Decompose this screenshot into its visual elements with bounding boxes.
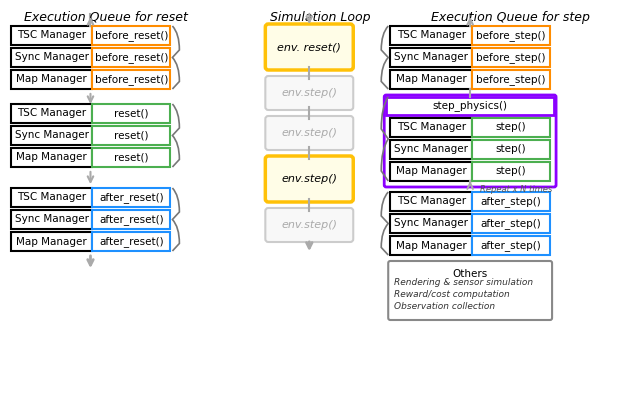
Text: before_reset(): before_reset() bbox=[95, 30, 168, 41]
FancyBboxPatch shape bbox=[390, 118, 472, 137]
FancyBboxPatch shape bbox=[10, 26, 93, 45]
Text: before_reset(): before_reset() bbox=[95, 74, 168, 85]
FancyBboxPatch shape bbox=[10, 188, 93, 207]
FancyBboxPatch shape bbox=[390, 48, 472, 67]
FancyBboxPatch shape bbox=[93, 210, 170, 229]
Text: before_step(): before_step() bbox=[476, 30, 546, 41]
Text: reset(): reset() bbox=[114, 130, 148, 140]
FancyBboxPatch shape bbox=[472, 192, 550, 211]
FancyBboxPatch shape bbox=[390, 236, 472, 255]
Text: Rendering & sensor simulation: Rendering & sensor simulation bbox=[394, 278, 533, 287]
Text: TSC Manager: TSC Manager bbox=[397, 197, 466, 207]
Text: Sync Manager: Sync Manager bbox=[394, 218, 468, 228]
Text: TSC Manager: TSC Manager bbox=[397, 31, 466, 41]
FancyBboxPatch shape bbox=[10, 210, 93, 229]
FancyBboxPatch shape bbox=[266, 116, 353, 150]
Text: Simulation Loop: Simulation Loop bbox=[270, 11, 371, 24]
FancyBboxPatch shape bbox=[472, 162, 550, 181]
Text: Map Manager: Map Manager bbox=[16, 153, 87, 163]
Text: TSC Manager: TSC Manager bbox=[17, 109, 86, 119]
FancyBboxPatch shape bbox=[266, 208, 353, 242]
FancyBboxPatch shape bbox=[472, 118, 550, 137]
FancyBboxPatch shape bbox=[10, 232, 93, 251]
FancyBboxPatch shape bbox=[388, 261, 552, 320]
Text: after_step(): after_step() bbox=[481, 218, 541, 229]
FancyBboxPatch shape bbox=[266, 156, 353, 202]
FancyBboxPatch shape bbox=[472, 140, 550, 159]
Text: TSC Manager: TSC Manager bbox=[17, 192, 86, 202]
FancyBboxPatch shape bbox=[10, 70, 93, 89]
Text: env. reset(): env. reset() bbox=[277, 42, 341, 52]
FancyBboxPatch shape bbox=[386, 97, 554, 115]
Text: Map Manager: Map Manager bbox=[396, 75, 467, 85]
FancyBboxPatch shape bbox=[93, 188, 170, 207]
FancyBboxPatch shape bbox=[10, 148, 93, 167]
FancyBboxPatch shape bbox=[390, 162, 472, 181]
Text: Repeat x N times: Repeat x N times bbox=[480, 185, 552, 194]
FancyBboxPatch shape bbox=[93, 48, 170, 67]
Text: Sync Manager: Sync Manager bbox=[394, 52, 468, 62]
FancyBboxPatch shape bbox=[266, 76, 353, 110]
FancyBboxPatch shape bbox=[472, 214, 550, 233]
Text: env.step(): env.step() bbox=[282, 174, 337, 184]
Text: Map Manager: Map Manager bbox=[396, 241, 467, 251]
Text: Execution Queue for step: Execution Queue for step bbox=[431, 11, 589, 24]
Text: after_reset(): after_reset() bbox=[99, 236, 164, 247]
Text: before_step(): before_step() bbox=[476, 52, 546, 63]
Text: Map Manager: Map Manager bbox=[396, 166, 467, 176]
FancyBboxPatch shape bbox=[390, 26, 472, 45]
Text: Sync Manager: Sync Manager bbox=[15, 52, 88, 62]
Text: after_step(): after_step() bbox=[481, 196, 541, 207]
Text: step(): step() bbox=[496, 145, 527, 155]
Text: env.step(): env.step() bbox=[282, 220, 337, 230]
FancyBboxPatch shape bbox=[472, 48, 550, 67]
Text: Reward/cost computation: Reward/cost computation bbox=[394, 290, 510, 299]
Text: after_reset(): after_reset() bbox=[99, 214, 164, 225]
Text: Others: Others bbox=[452, 269, 488, 279]
Text: Execution Queue for reset: Execution Queue for reset bbox=[24, 11, 188, 24]
Text: Map Manager: Map Manager bbox=[16, 75, 87, 85]
Text: Sync Manager: Sync Manager bbox=[15, 215, 88, 225]
FancyBboxPatch shape bbox=[10, 126, 93, 145]
Text: Sync Manager: Sync Manager bbox=[15, 130, 88, 140]
FancyBboxPatch shape bbox=[472, 70, 550, 89]
Text: env.step(): env.step() bbox=[282, 88, 337, 98]
Text: reset(): reset() bbox=[114, 109, 148, 119]
FancyBboxPatch shape bbox=[10, 104, 93, 123]
Text: Observation collection: Observation collection bbox=[394, 302, 495, 311]
Text: step(): step() bbox=[496, 166, 527, 176]
Text: Map Manager: Map Manager bbox=[16, 236, 87, 246]
Text: step(): step() bbox=[496, 122, 527, 132]
Text: after_step(): after_step() bbox=[481, 240, 541, 251]
FancyBboxPatch shape bbox=[472, 236, 550, 255]
Text: before_reset(): before_reset() bbox=[95, 52, 168, 63]
FancyBboxPatch shape bbox=[10, 48, 93, 67]
Text: step_physics(): step_physics() bbox=[433, 101, 508, 111]
Text: TSC Manager: TSC Manager bbox=[397, 122, 466, 132]
FancyBboxPatch shape bbox=[93, 26, 170, 45]
FancyBboxPatch shape bbox=[472, 26, 550, 45]
FancyBboxPatch shape bbox=[93, 126, 170, 145]
FancyBboxPatch shape bbox=[93, 70, 170, 89]
Text: before_step(): before_step() bbox=[476, 74, 546, 85]
Text: TSC Manager: TSC Manager bbox=[17, 31, 86, 41]
FancyBboxPatch shape bbox=[93, 148, 170, 167]
FancyBboxPatch shape bbox=[390, 192, 472, 211]
Text: env.step(): env.step() bbox=[282, 128, 337, 138]
FancyBboxPatch shape bbox=[93, 232, 170, 251]
Text: after_reset(): after_reset() bbox=[99, 192, 164, 203]
Text: reset(): reset() bbox=[114, 153, 148, 163]
FancyBboxPatch shape bbox=[93, 104, 170, 123]
FancyBboxPatch shape bbox=[390, 214, 472, 233]
FancyBboxPatch shape bbox=[266, 24, 353, 70]
FancyBboxPatch shape bbox=[390, 140, 472, 159]
Text: Sync Manager: Sync Manager bbox=[394, 145, 468, 155]
FancyBboxPatch shape bbox=[390, 70, 472, 89]
